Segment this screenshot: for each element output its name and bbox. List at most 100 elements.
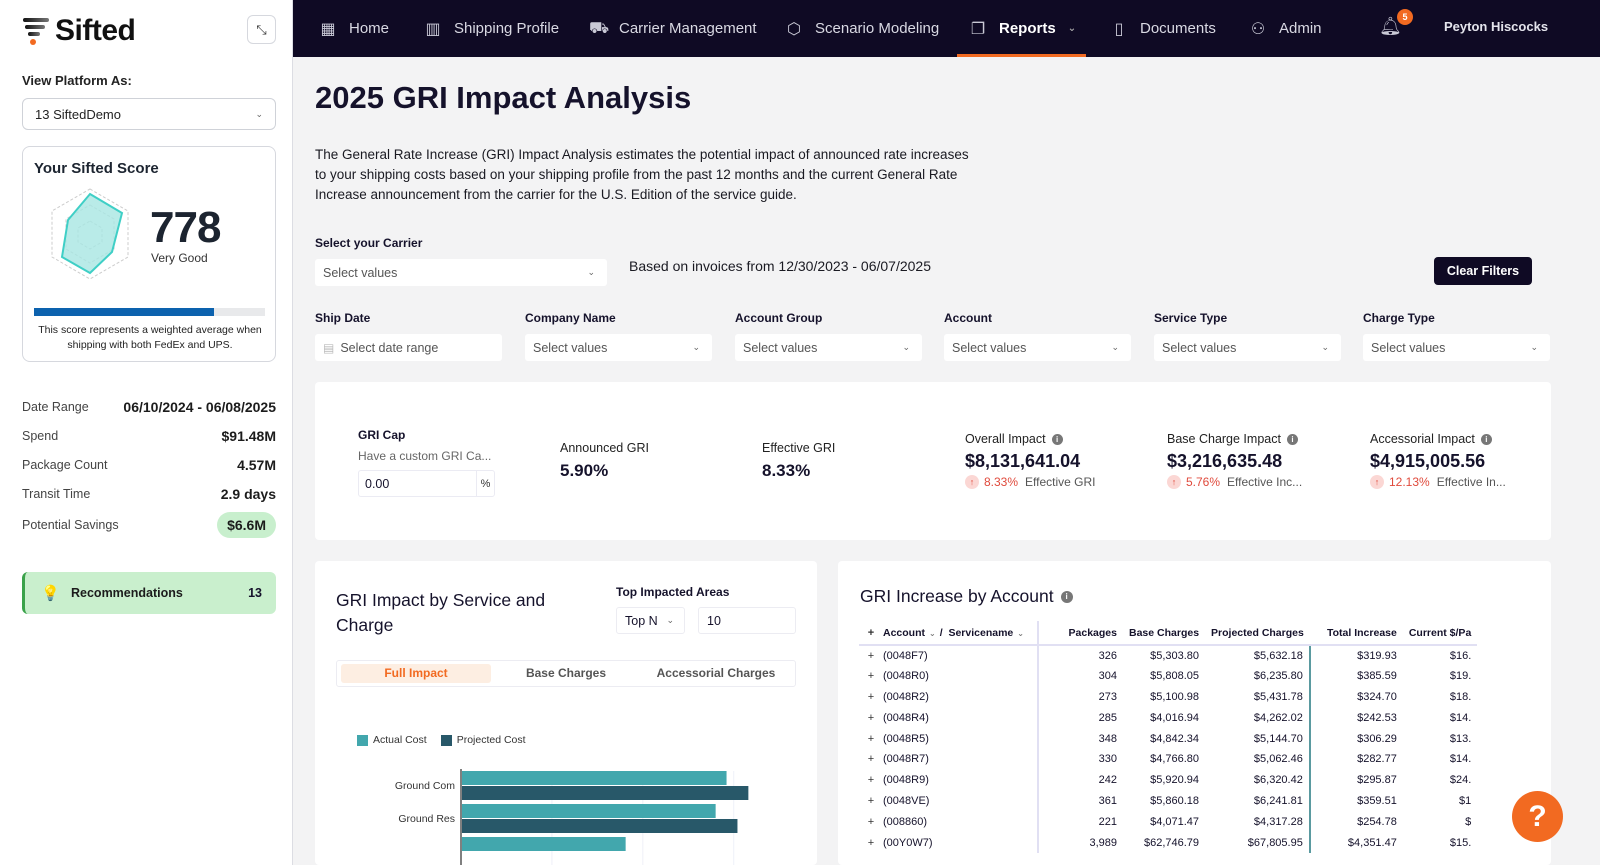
sifted-logo-icon [23, 16, 49, 46]
nav-label: Shipping Profile [454, 20, 560, 37]
expand-row-icon[interactable]: + [867, 836, 875, 849]
tab-base-charges[interactable]: Base Charges [525, 666, 607, 680]
cell-current-per-package: $18. [1449, 690, 1472, 703]
top-n-select[interactable]: Top N ⌄ [616, 607, 685, 634]
cell-projected-charges: $6,235.80 [1253, 670, 1303, 683]
table-row[interactable]: + (0048F7) 326 $5,303.80 $5,632.18 $319.93 $16… [859, 645, 1477, 666]
stat-date-range: Date Range 06/10/2024 - 06/08/2025 [22, 392, 276, 421]
top-n-mode: Top N [625, 613, 658, 628]
impact-tabs: Full Impact Base Charges Accessorial Cha… [336, 660, 796, 687]
gri-account-table: + Account ⌄ / Servicename ⌄ Packages Base Ch… [859, 621, 1478, 853]
stat-label: Package Count [22, 457, 108, 472]
table-row[interactable]: + (008860) 221 $4,071.47 $4,317.28 $254.78 $ [859, 811, 1477, 833]
expand-all-icon[interactable]: + [867, 626, 875, 639]
expand-row-icon[interactable]: + [867, 815, 875, 828]
recommendations-button[interactable]: 💡 Recommendations 13 [22, 572, 276, 614]
table-row[interactable]: + (0048VE) 361 $5,860.18 $6,241.81 $359.51 $1 [859, 790, 1477, 812]
charge-type-select[interactable]: Select values ⌄ [1363, 334, 1550, 361]
kpi-label: Overall Impact [965, 432, 1046, 446]
user-menu[interactable]: Peyton Hiscocks [1444, 19, 1549, 34]
legend-swatch [357, 734, 368, 746]
chevron-down-icon: ⌄ [692, 342, 700, 352]
category-label: Ground Res [398, 813, 455, 825]
top-n-input[interactable]: 10 [698, 607, 796, 634]
sifted-logo[interactable]: Sifted [23, 14, 136, 48]
company-name-select[interactable]: Select values ⌄ [525, 334, 712, 361]
chevron-down-icon[interactable]: ⌄ [929, 628, 936, 638]
header-projected-charges[interactable]: Projected Charges [1205, 621, 1310, 646]
table-row[interactable]: + (0048R5) 348 $4,842.34 $5,144.70 $306.29 $13… [859, 728, 1477, 749]
filter-label: Account Group [735, 311, 823, 325]
cell-base-charges: $5,808.05 [1150, 670, 1200, 683]
recommendations-label: Recommendations [71, 586, 183, 600]
expand-row-icon[interactable]: + [867, 774, 875, 787]
service-type-select[interactable]: Select values ⌄ [1154, 334, 1341, 361]
clear-filters-button[interactable]: Clear Filters [1434, 257, 1532, 285]
gri-cap-value[interactable]: 0.00 [365, 476, 390, 491]
info-icon[interactable]: i [1286, 433, 1298, 445]
carrier-select[interactable]: Select values ⌄ [315, 259, 607, 286]
nav-shipping-profile[interactable]: ▥ Shipping Profile [424, 0, 559, 57]
expand-row-icon[interactable]: + [867, 753, 875, 766]
table-row[interactable]: + (00Y0W7) 3,989 $62,746.79 $67,805.95 $4,351… [859, 832, 1477, 853]
header-current-per-package[interactable]: Current $/Pa [1402, 621, 1478, 646]
nav-reports[interactable]: ❐ Reports ⌄ [956, 0, 1087, 57]
bar-projected-cost[interactable] [462, 786, 749, 800]
info-icon[interactable]: i [1480, 433, 1492, 445]
info-icon[interactable]: i [1060, 590, 1073, 603]
chevron-down-icon[interactable]: ⌄ [1017, 628, 1024, 638]
expand-row-icon[interactable]: + [867, 649, 875, 662]
expand-row-icon[interactable]: + [867, 711, 875, 724]
table-row[interactable]: + (0048R9) 242 $5,920.94 $6,320.42 $295.87 $24… [859, 769, 1477, 791]
chevron-down-icon: ⌄ [1321, 342, 1329, 352]
nav-carrier-management[interactable]: ⛟ Carrier Management [589, 0, 757, 57]
collapse-sidebar-button[interactable]: ⤡ [247, 15, 276, 44]
nav-admin[interactable]: ⚇ Admin [1249, 0, 1322, 57]
cell-current-per-package: $13. [1449, 732, 1472, 745]
header-base-charges[interactable]: Base Charges [1123, 621, 1206, 646]
info-icon[interactable]: i [1051, 433, 1063, 445]
table-row[interactable]: + (0048R2) 273 $5,100.98 $5,431.78 $324.70 $18… [859, 686, 1477, 708]
expand-row-icon[interactable]: + [867, 732, 875, 745]
cell-account: + (008860) [859, 811, 1039, 833]
tab-accessorial-charges[interactable]: Accessorial Charges [656, 666, 776, 680]
legend-projected-cost[interactable]: Projected Cost [440, 734, 526, 746]
legend-actual-cost[interactable]: Actual Cost [357, 734, 427, 746]
bar-actual-cost[interactable] [462, 771, 727, 785]
filter-placeholder: Select values [533, 340, 608, 355]
expand-row-icon[interactable]: + [867, 690, 875, 703]
tab-full-impact[interactable]: Full Impact [341, 664, 491, 683]
bell-icon[interactable]: 🔔︎ [1379, 16, 1402, 36]
bar-actual-cost[interactable] [462, 804, 716, 818]
account-group-select[interactable]: Select values ⌄ [735, 334, 922, 361]
view-platform-select[interactable]: 13 SiftedDemo ⌄ [22, 98, 276, 130]
account-select[interactable]: Select values ⌄ [944, 334, 1131, 361]
nav-documents[interactable]: ▯ Documents [1110, 0, 1216, 57]
header-total-increase[interactable]: Total Increase [1309, 621, 1403, 646]
cell-account: + (0048VE) [859, 790, 1039, 812]
table-row[interactable]: + (0048R7) 330 $4,766.80 $5,062.46 $282.77 $14… [859, 748, 1477, 770]
header-packages[interactable]: Packages [1038, 621, 1123, 646]
cell-packages: 3,989 [1089, 836, 1117, 849]
gri-cap-input[interactable]: 0.00 % [358, 470, 495, 497]
account-id: (0048R2) [883, 690, 929, 703]
kpi-value: 8.33% [762, 461, 811, 480]
kpi-label: Effective GRI [762, 441, 836, 455]
bar-projected-cost[interactable] [462, 819, 738, 833]
bar-actual-cost[interactable] [462, 837, 626, 851]
account-stats: Date Range 06/10/2024 - 06/08/2025 Spend… [22, 392, 276, 542]
expand-row-icon[interactable]: + [867, 794, 875, 807]
stat-spend: Spend $91.48M [22, 421, 276, 450]
table-title: GRI Increase by Account [860, 586, 1054, 606]
nav-home[interactable]: ▦ Home [319, 0, 389, 57]
table-row[interactable]: + (0048R4) 285 $4,016.94 $4,262.02 $242.53 $14… [859, 707, 1477, 729]
nav-scenario-modeling[interactable]: ⬡ Scenario Modeling [785, 0, 939, 57]
gri-by-account-card: GRI Increase by Account i + Account ⌄ / Ser… [838, 561, 1551, 865]
help-button[interactable]: ? [1512, 791, 1563, 842]
cell-base-charges: $4,842.34 [1150, 732, 1200, 745]
header-account-servicename[interactable]: + Account ⌄ / Servicename ⌄ [859, 621, 1039, 646]
account-id: (00Y0W7) [883, 836, 933, 849]
table-row[interactable]: + (0048R0) 304 $5,808.05 $6,235.80 $385.59 $19… [859, 665, 1477, 687]
expand-row-icon[interactable]: + [867, 670, 875, 683]
ship-date-picker[interactable]: ▤ Select date range [315, 334, 502, 361]
